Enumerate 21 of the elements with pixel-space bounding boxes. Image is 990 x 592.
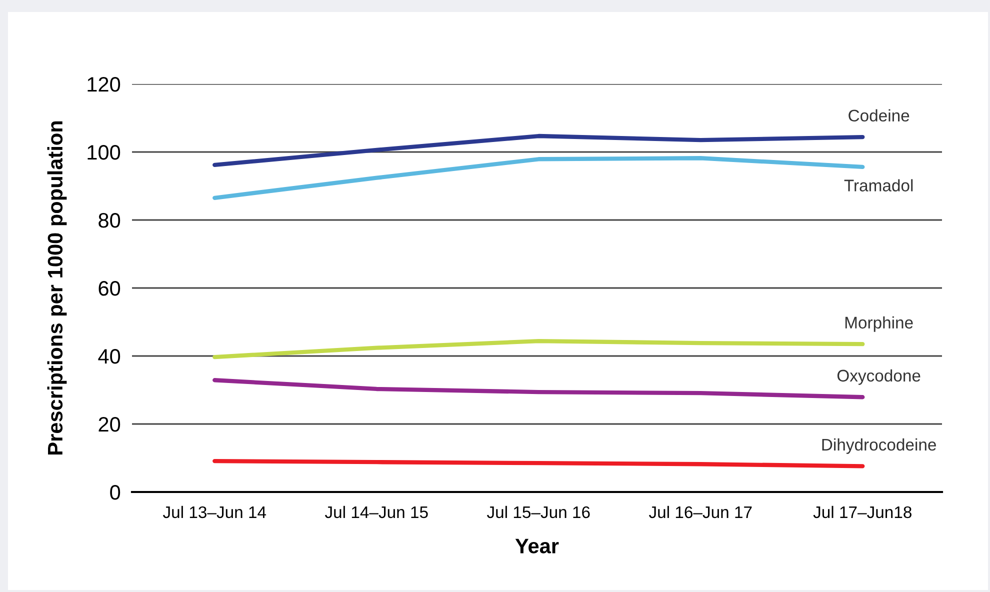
y-tick-label: 40: [98, 349, 120, 364]
series-label: Tramadol: [844, 179, 913, 192]
line-series: [212, 338, 865, 360]
series-label: Oxycodone: [837, 369, 920, 385]
x-tick-label: Jul 16–Jun 17: [648, 506, 752, 518]
x-tick-label: Jul 14–Jun 15: [324, 506, 428, 518]
x-tick-label: Jul 15–Jun 16: [486, 506, 590, 518]
x-tick-label: Jul 13–Jun 14: [162, 506, 266, 518]
y-tick-label: 0: [110, 485, 120, 500]
line-series: [212, 134, 865, 168]
x-axis-title: Year: [515, 538, 559, 554]
series-label: Codeine: [848, 109, 910, 122]
y-tick-label: 100: [88, 145, 120, 160]
series-label: Dihydrocodeine: [822, 438, 936, 454]
y-axis-title: Prescriptions per 1000 population: [47, 121, 67, 454]
y-tick-label: 20: [98, 417, 120, 432]
y-tick-label: 60: [98, 281, 120, 296]
y-tick-label: 80: [98, 213, 120, 228]
x-tick-label: Jul 17–Jun18: [813, 506, 912, 518]
y-tick-label: 120: [88, 77, 120, 92]
series-label: Morphine: [845, 316, 913, 332]
